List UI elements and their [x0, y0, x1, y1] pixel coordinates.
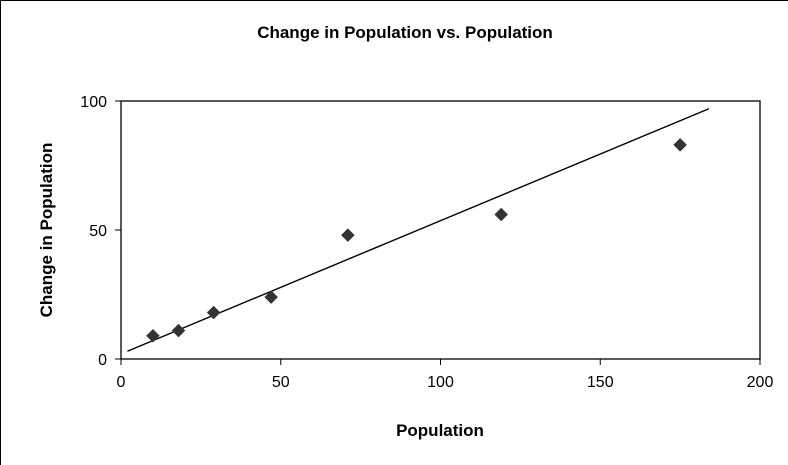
- data-point: [146, 328, 160, 343]
- data-point: [264, 290, 279, 304]
- trendline: [127, 108, 710, 352]
- y-tick-label: 50: [89, 223, 107, 240]
- data-points-layer: [146, 138, 687, 343]
- trendline-layer: [127, 108, 710, 352]
- chart-title: Change in Population vs. Population: [257, 23, 553, 42]
- x-axis-title: Population: [396, 421, 484, 440]
- y-axis-title: Change in Population: [37, 143, 56, 318]
- data-point: [206, 305, 221, 320]
- x-tick-label: 100: [427, 374, 454, 391]
- y-axis: 0 50 100: [80, 94, 121, 369]
- plot-area: [120, 100, 761, 360]
- y-tick-label: 100: [80, 94, 107, 111]
- data-point: [340, 228, 355, 243]
- x-axis: 0 50 100 150 200: [117, 359, 774, 391]
- data-point: [171, 323, 186, 338]
- x-tick-label: 150: [587, 374, 614, 391]
- x-tick-label: 200: [747, 374, 774, 391]
- x-tick-label: 50: [272, 374, 290, 391]
- x-tick-label: 0: [117, 374, 126, 391]
- data-point: [673, 138, 687, 152]
- data-point: [494, 207, 509, 222]
- y-tick-label: 0: [98, 352, 107, 369]
